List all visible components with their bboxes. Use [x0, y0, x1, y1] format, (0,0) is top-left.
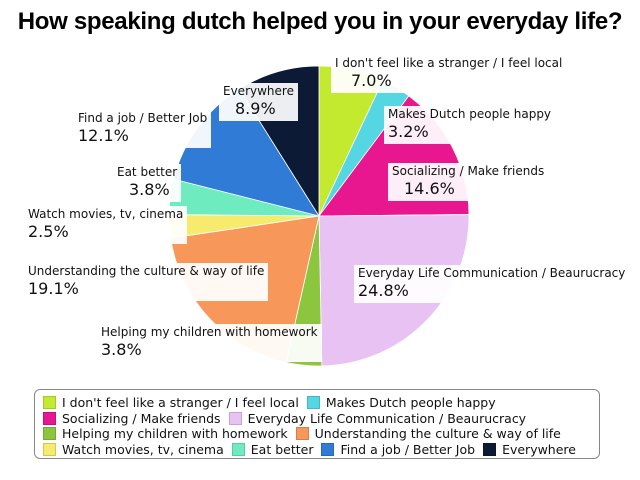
- legend-label: Eat better: [250, 441, 314, 457]
- slice-label: Watch movies, tv, cinema 2.5%: [24, 206, 188, 244]
- legend-swatch: [321, 442, 335, 456]
- slice-label-name: Everyday Life Communication / Beaurucrac…: [358, 266, 626, 280]
- legend-swatch: [295, 427, 309, 440]
- slice-label: Eat better 3.8%: [113, 164, 182, 202]
- slice-label-name: Understanding the culture & way of life: [28, 264, 265, 278]
- slice-label-name: Everywhere: [223, 84, 294, 98]
- slice-label: Understanding the culture & way of life 1…: [24, 263, 269, 301]
- legend-swatch: [43, 396, 56, 409]
- legend-item[interactable]: Socializing / Make friends: [43, 411, 221, 426]
- legend-row: Helping my children with homework Underst…: [43, 426, 591, 442]
- slice-label-value: 8.9%: [235, 99, 276, 118]
- legend-row: I don't feel like a stranger / I feel lo…: [43, 395, 591, 411]
- slice-label-name: Watch movies, tv, cinema: [28, 207, 184, 221]
- legend-item[interactable]: Find a job / Better Job: [321, 442, 475, 457]
- slice-label: Makes Dutch people happy 3.2%: [384, 106, 556, 144]
- legend-label: Watch movies, tv, cinema: [62, 441, 224, 457]
- slice-label: I don't feel like a stranger / I feel lo…: [331, 55, 567, 93]
- legend-label: Everyday Life Communication / Beaurucrac…: [247, 410, 527, 426]
- legend-item[interactable]: Everywhere: [483, 442, 576, 457]
- slice-label-value: 7.0%: [351, 71, 392, 90]
- legend-label: Socializing / Make friends: [62, 410, 221, 426]
- legend-label: Find a job / Better Job: [340, 441, 476, 457]
- legend-label: Helping my children with homework: [62, 426, 288, 441]
- legend-swatch: [306, 396, 320, 409]
- slice-label-value: 12.1%: [78, 126, 129, 145]
- legend-item[interactable]: Everyday Life Communication / Beaurucrac…: [228, 410, 527, 426]
- legend-swatch: [231, 442, 245, 456]
- legend-item[interactable]: I don't feel like a stranger / I feel lo…: [43, 395, 299, 410]
- legend-label: Understanding the culture & way of life: [314, 426, 561, 441]
- slice-label-value: 24.8%: [358, 281, 409, 300]
- legend-label: Everywhere: [502, 441, 576, 457]
- legend-item[interactable]: Understanding the culture & way of life: [295, 426, 561, 441]
- slice-label-name: Helping my children with homework: [101, 325, 318, 339]
- slice-label-value: 3.2%: [388, 122, 429, 141]
- slice-label: Everyday Life Communication / Beaurucrac…: [354, 265, 630, 303]
- legend-item[interactable]: Makes Dutch people happy: [306, 395, 496, 410]
- legend-swatch: [483, 442, 497, 456]
- legend-label: I don't feel like a stranger / I feel lo…: [62, 395, 299, 410]
- slice-label-name: Socializing / Make friends: [392, 164, 545, 178]
- slice-label-name: Eat better: [117, 165, 178, 179]
- slice-label-name: Makes Dutch people happy: [388, 107, 552, 121]
- legend-swatch: [43, 442, 56, 456]
- legend-label: Makes Dutch people happy: [325, 395, 496, 410]
- legend: I don't feel like a stranger / I feel lo…: [34, 389, 600, 459]
- slice-label: Helping my children with homework 3.8%: [97, 324, 322, 362]
- slice-label-value: 2.5%: [28, 222, 69, 241]
- slice-label: Socializing / Make friends 14.6%: [388, 163, 549, 201]
- slice-label-value: 14.6%: [404, 179, 455, 198]
- slice-label-name: I don't feel like a stranger / I feel lo…: [335, 56, 563, 70]
- legend-swatch: [43, 411, 56, 425]
- legend-swatch: [43, 427, 56, 440]
- legend-row: Watch movies, tv, cinema Eat better Find a…: [43, 442, 591, 458]
- legend-item[interactable]: Eat better: [231, 441, 314, 457]
- slice-label: Find a job / Better Job 12.1%: [74, 110, 212, 148]
- slice-label-name: Find a job / Better Job: [78, 111, 208, 125]
- slice-label-value: 3.8%: [129, 180, 170, 199]
- legend-row: Socializing / Make friends Everyday Life …: [43, 411, 591, 427]
- legend-item[interactable]: Helping my children with homework: [43, 426, 288, 441]
- chart-title: How speaking dutch helped you in your ev…: [17, 8, 623, 35]
- legend-swatch: [228, 411, 242, 425]
- slice-label: Everywhere 8.9%: [219, 83, 298, 121]
- slice-label-value: 19.1%: [28, 279, 79, 298]
- legend-item[interactable]: Watch movies, tv, cinema: [43, 442, 224, 457]
- slice-label-value: 3.8%: [101, 340, 142, 359]
